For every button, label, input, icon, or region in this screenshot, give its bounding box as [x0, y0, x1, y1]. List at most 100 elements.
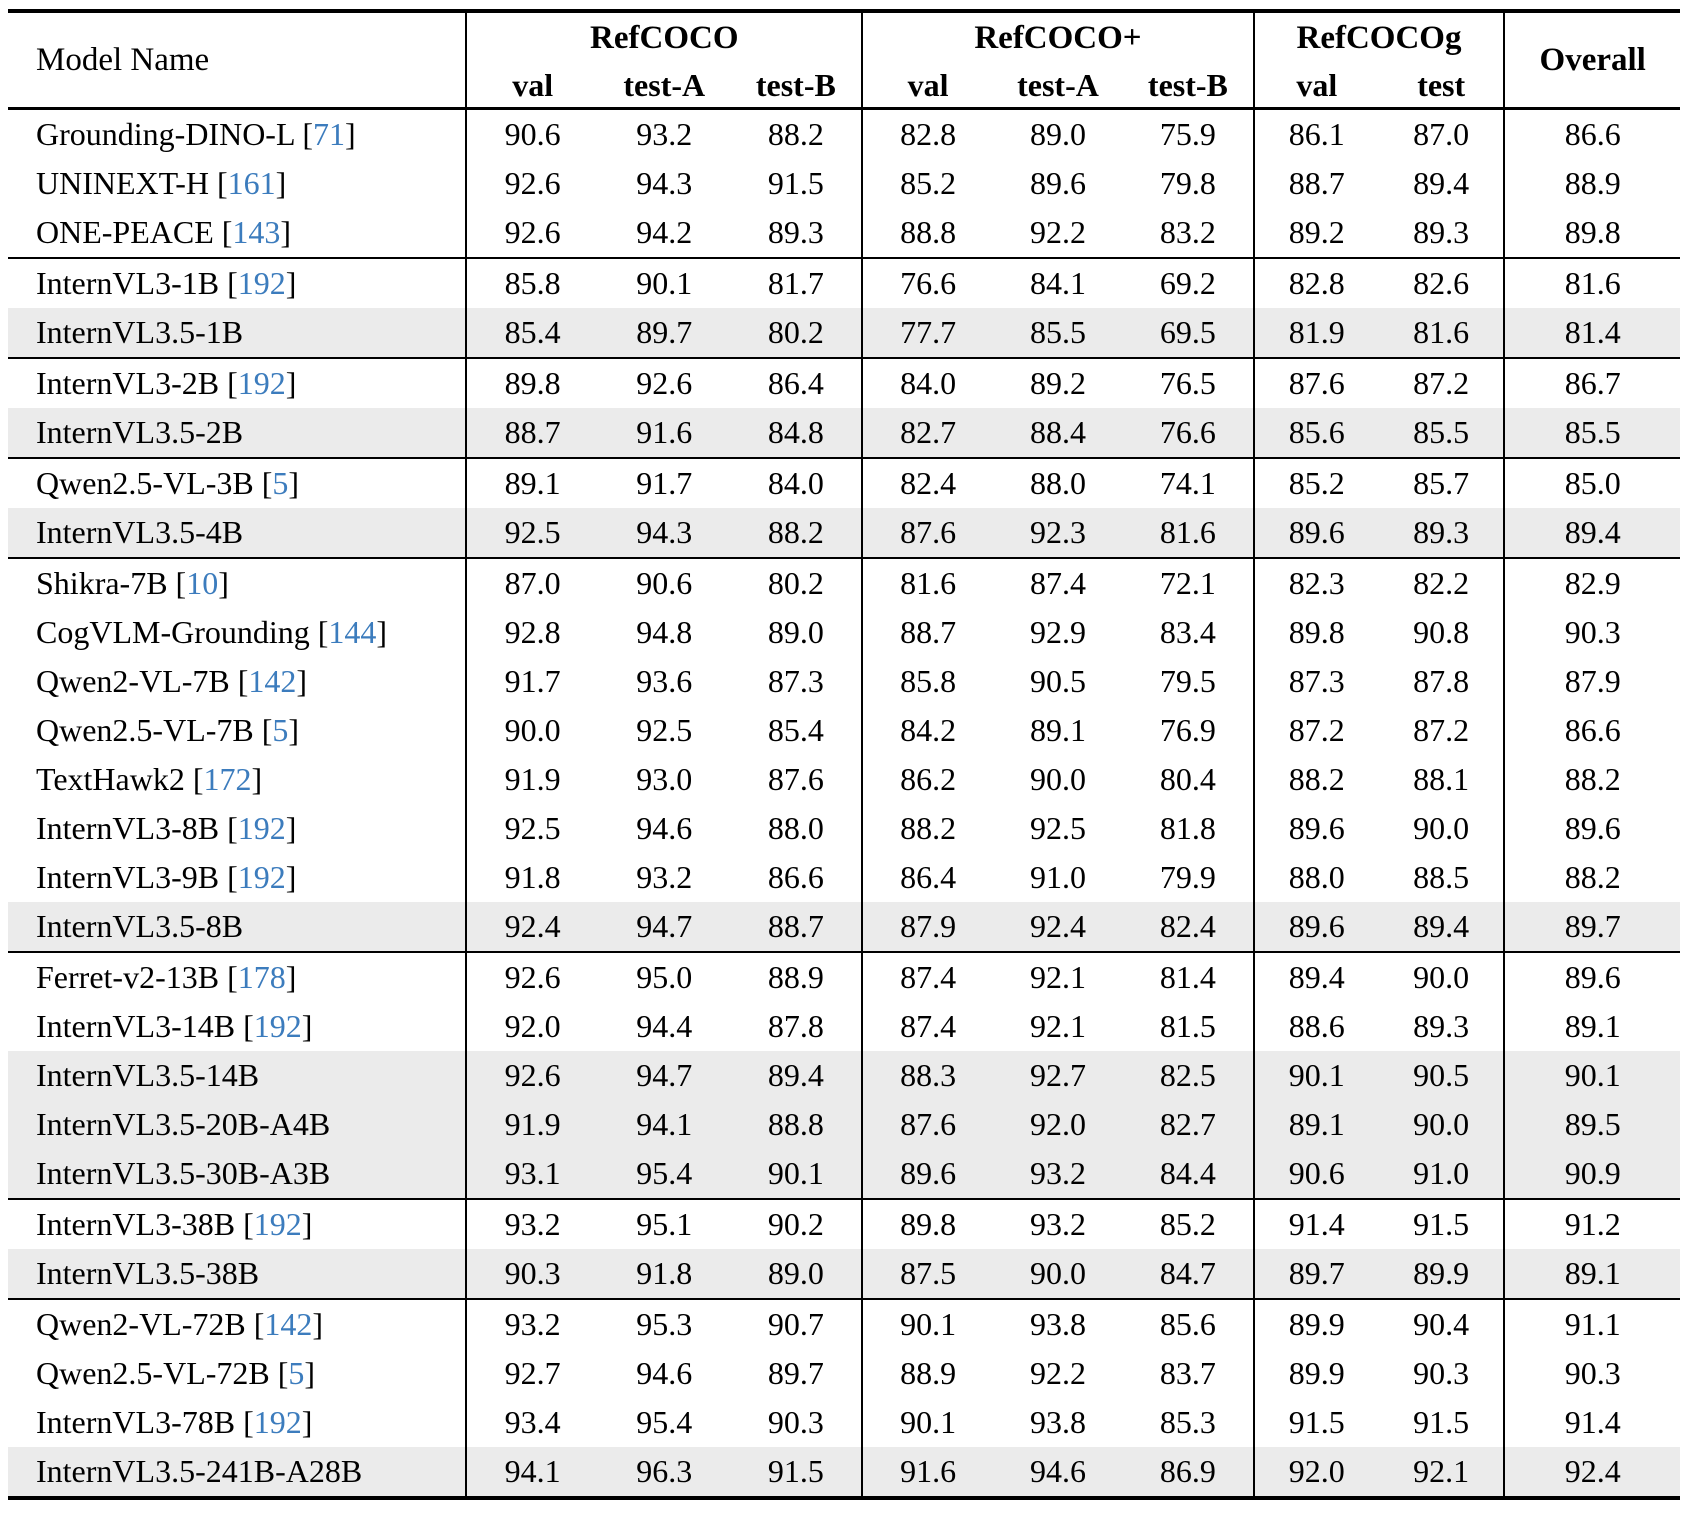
score-cell: 92.0	[504, 1008, 561, 1044]
column-header-refcocog-test: test	[1378, 63, 1506, 110]
score-cell: 88.2	[900, 810, 957, 846]
score-cell: 96.3	[636, 1453, 693, 1489]
score-cell: 89.3	[730, 208, 864, 259]
table-row: InternVL3-1B [192] 85.8 90.1 81.7 76.6 84.1 69…	[8, 258, 1680, 308]
citation-link[interactable]: 142	[248, 663, 297, 699]
score-cell: 89.4	[1378, 159, 1506, 208]
score-cell: 83.2	[1123, 208, 1255, 259]
score-cell: 95.4	[636, 1404, 693, 1440]
score-cell: 89.8	[1288, 614, 1345, 650]
score-cell: 89.6	[862, 1149, 993, 1200]
score-cell: 89.4	[1504, 508, 1680, 559]
citation-link[interactable]: 5	[288, 1355, 305, 1391]
citation-link[interactable]: 144	[328, 614, 377, 650]
score-cell: 69.5	[1123, 308, 1255, 359]
score-cell: 92.4	[992, 902, 1124, 953]
model-name: Qwen2.5-VL-7B	[36, 712, 254, 748]
score-cell: 92.3	[992, 508, 1124, 559]
model-name: InternVL3-38B	[36, 1206, 236, 1242]
score-cell: 95.4	[598, 1149, 731, 1200]
score-cell: 88.1	[1378, 755, 1506, 804]
model-name: InternVL3.5-2B	[36, 414, 244, 450]
score-cell: 90.6	[504, 116, 561, 152]
model-name-cell: InternVL3-2B [192]	[8, 358, 468, 408]
score-cell: 92.0	[1029, 1106, 1086, 1142]
table-row: InternVL3.5-241B-A28B 94.1 96.3 91.5 91.6 94.…	[8, 1447, 1680, 1498]
table-row: InternVL3-9B [192] 91.8 93.2 86.6 86.4 91.0 79…	[8, 853, 1680, 902]
score-cell: 80.2	[730, 558, 864, 608]
score-cell: 89.4	[730, 1051, 864, 1100]
score-cell: 93.2	[636, 859, 693, 895]
score-cell: 85.0	[1564, 465, 1621, 501]
score-cell: 93.2	[504, 1306, 561, 1342]
model-name: ONE-PEACE	[36, 214, 214, 250]
score-cell: 92.7	[504, 1355, 561, 1391]
score-cell: 90.4	[1378, 1299, 1506, 1349]
model-name-cell: InternVL3.5-30B-A3B	[8, 1149, 468, 1200]
model-name-cell: Qwen2.5-VL-3B [5]	[8, 458, 468, 508]
citation-link[interactable]: 5	[272, 712, 289, 748]
score-cell: 76.9	[1123, 706, 1255, 755]
model-name: Qwen2-VL-7B	[36, 663, 230, 699]
citation-link[interactable]: 192	[253, 1008, 302, 1044]
score-cell: 85.6	[1253, 408, 1379, 459]
model-name-cell: InternVL3.5-2B	[8, 408, 468, 459]
citation-link[interactable]: 192	[237, 265, 286, 301]
citation-link[interactable]: 192	[237, 365, 286, 401]
citation-link[interactable]: 142	[264, 1306, 313, 1342]
score-cell: 95.3	[636, 1306, 693, 1342]
score-cell: 81.6	[1123, 508, 1255, 559]
score-cell: 82.7	[1123, 1100, 1255, 1149]
citation-link[interactable]: 5	[272, 465, 289, 501]
table-header: Model Name RefCOCO RefCOCO+ RefCOCOg Ove…	[8, 11, 1680, 110]
score-cell: 90.6	[636, 565, 693, 601]
model-name-cell: UNINEXT-H [161]	[8, 159, 468, 208]
table-row: Grounding-DINO-L [71] 90.6 93.2 88.2 82.8 89.…	[8, 108, 1680, 159]
citation-link[interactable]: 10	[186, 565, 219, 601]
score-cell: 80.2	[730, 308, 864, 359]
score-cell: 89.6	[1253, 508, 1379, 559]
score-cell: 95.0	[636, 959, 693, 995]
score-cell: 89.3	[1378, 1002, 1506, 1051]
citation-link[interactable]: 192	[237, 810, 286, 846]
score-cell: 87.8	[1378, 657, 1506, 706]
model-name: InternVL3.5-20B-A4B	[36, 1106, 331, 1142]
citation-link[interactable]: 178	[237, 959, 286, 995]
score-cell: 85.8	[504, 265, 561, 301]
model-name: InternVL3-2B	[36, 365, 220, 401]
score-cell: 87.5	[862, 1249, 993, 1300]
citation-link[interactable]: 192	[253, 1404, 302, 1440]
score-cell: 90.1	[636, 265, 693, 301]
model-name: InternVL3-1B	[36, 265, 220, 301]
score-cell: 72.1	[1123, 558, 1255, 608]
citation-link[interactable]: 192	[253, 1206, 302, 1242]
score-cell: 82.4	[1123, 902, 1255, 953]
score-cell: 87.2	[1378, 358, 1506, 408]
citation-link[interactable]: 161	[227, 165, 276, 201]
model-name-cell: Ferret-v2-13B [178]	[8, 952, 468, 1002]
citation-link[interactable]: 172	[203, 761, 252, 797]
score-cell: 86.1	[1288, 116, 1345, 152]
score-cell: 88.6	[1288, 1008, 1345, 1044]
citation-link[interactable]: 192	[237, 859, 286, 895]
column-header-refcoco-testb: test-B	[730, 63, 864, 110]
model-name: Grounding-DINO-L	[36, 116, 295, 152]
score-cell: 89.8	[504, 365, 561, 401]
score-cell: 91.4	[1288, 1206, 1345, 1242]
model-name: InternVL3-14B	[36, 1008, 236, 1044]
model-name-cell: InternVL3-38B [192]	[8, 1199, 468, 1249]
score-cell: 90.0	[1378, 804, 1506, 853]
model-name-cell: CogVLM-Grounding [144]	[8, 608, 468, 657]
model-name: InternVL3.5-8B	[36, 908, 244, 944]
score-cell: 94.3	[598, 508, 731, 559]
model-name: Qwen2.5-VL-72B	[36, 1355, 270, 1391]
score-cell: 90.8	[1378, 608, 1506, 657]
table-row: Qwen2-VL-72B [142] 93.2 95.3 90.7 90.1 93.8 85…	[8, 1299, 1680, 1349]
score-cell: 93.0	[636, 761, 693, 797]
citation-link[interactable]: 71	[312, 116, 345, 152]
citation-link[interactable]: 143	[232, 214, 281, 250]
table-row: Qwen2.5-VL-72B [5] 92.7 94.6 89.7 88.9 92.2 83…	[8, 1349, 1680, 1398]
score-cell: 87.6	[1288, 365, 1345, 401]
model-name: InternVL3.5-14B	[36, 1057, 260, 1093]
score-cell: 89.6	[1253, 902, 1379, 953]
